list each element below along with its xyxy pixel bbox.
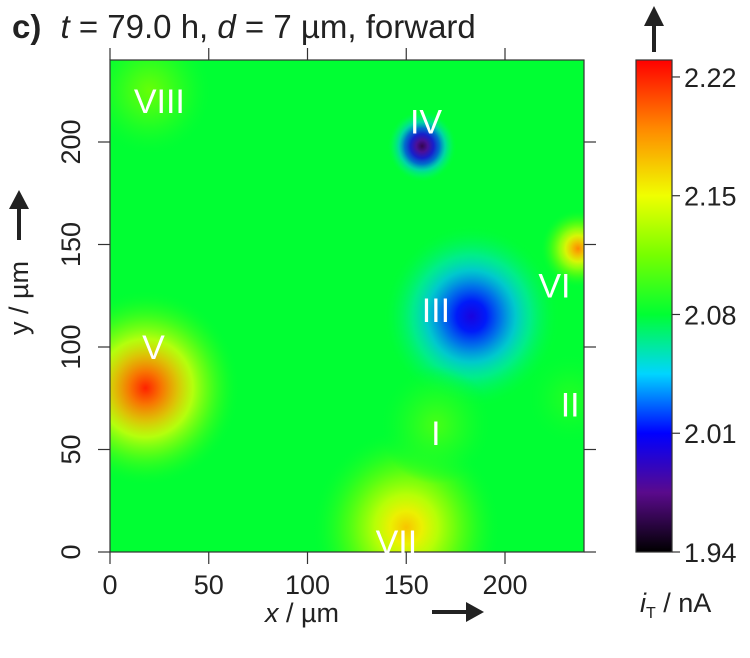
colorbar-tick-label: 2.08 — [684, 300, 737, 330]
y-tick-label: 100 — [56, 324, 86, 369]
heatmap-feature-II — [525, 352, 584, 445]
colorbar-label-symbol: i — [640, 588, 647, 618]
colorbar-label: iT / nA — [640, 588, 711, 622]
heatmap-feature-VIII — [110, 60, 213, 157]
feature-label-III: III — [422, 292, 450, 330]
plot-frame — [109, 59, 585, 553]
y-tick-label: 0 — [56, 544, 86, 559]
feature-label-II: II — [561, 386, 580, 424]
x-tick-label: 50 — [194, 570, 224, 600]
feature-label-VI: VI — [538, 268, 570, 306]
y-axis-arrow — [9, 190, 29, 240]
heatmap-feature-I — [378, 365, 493, 484]
colorbar-tick-label: 2.22 — [684, 63, 737, 93]
x-tick-label: 150 — [384, 570, 429, 600]
d-value: = 7 µm, forward — [245, 8, 476, 45]
colorbar-tick-label: 1.94 — [684, 538, 737, 568]
feature-label-VII: VII — [376, 524, 418, 562]
d-symbol: d — [217, 8, 237, 45]
x-axis-arrow — [432, 602, 484, 622]
colorbar-label-subscript: T — [646, 605, 656, 622]
feature-label-V: V — [142, 329, 165, 367]
x-axis-ticks: 0 50 100 150 200 — [102, 48, 528, 600]
x-axis-label-unit: / µm — [278, 598, 339, 628]
y-tick-label: 150 — [56, 222, 86, 267]
y-axis-ticks: 0 50 100 150 200 — [56, 119, 596, 560]
panel-title: c) t = 79.0 h, d = 7 µm, forward — [12, 8, 476, 45]
colorbar: 1.94 2.01 2.08 2.15 2.22 iT / nA — [635, 6, 737, 622]
colorbar-label-unit: / nA — [656, 588, 712, 618]
x-tick-label: 200 — [482, 570, 527, 600]
feature-label-VIII: VIII — [134, 83, 185, 121]
heatmap-feature-IV — [387, 110, 457, 183]
x-tick-label: 100 — [285, 570, 330, 600]
colorbar-arrow — [644, 6, 664, 52]
x-axis-label-symbol: x — [263, 598, 280, 628]
colorbar-scale — [635, 59, 673, 553]
colorbar-tick-label: 2.01 — [684, 419, 737, 449]
t-symbol: t — [61, 8, 72, 45]
x-axis-label: x / µm — [263, 598, 339, 628]
heatmap-feature-V — [110, 289, 241, 487]
heatmap-feature-III — [382, 224, 560, 409]
y-tick-label: 200 — [56, 119, 86, 164]
y-axis-label: y / µm — [4, 261, 34, 335]
panel-letter: c) — [12, 8, 41, 45]
heatmap-feature-VI — [540, 209, 584, 288]
t-value: = 79.0 h, — [79, 8, 218, 45]
y-tick-label: 50 — [56, 434, 86, 464]
x-tick-label: 0 — [102, 570, 117, 600]
heatmap-blobs — [110, 60, 584, 552]
colorbar-ticks: 1.94 2.01 2.08 2.15 2.22 — [672, 63, 737, 568]
feature-label-I: I — [431, 415, 440, 453]
feature-label-IV: IV — [410, 104, 442, 142]
colorbar-tick-label: 2.15 — [684, 182, 737, 212]
